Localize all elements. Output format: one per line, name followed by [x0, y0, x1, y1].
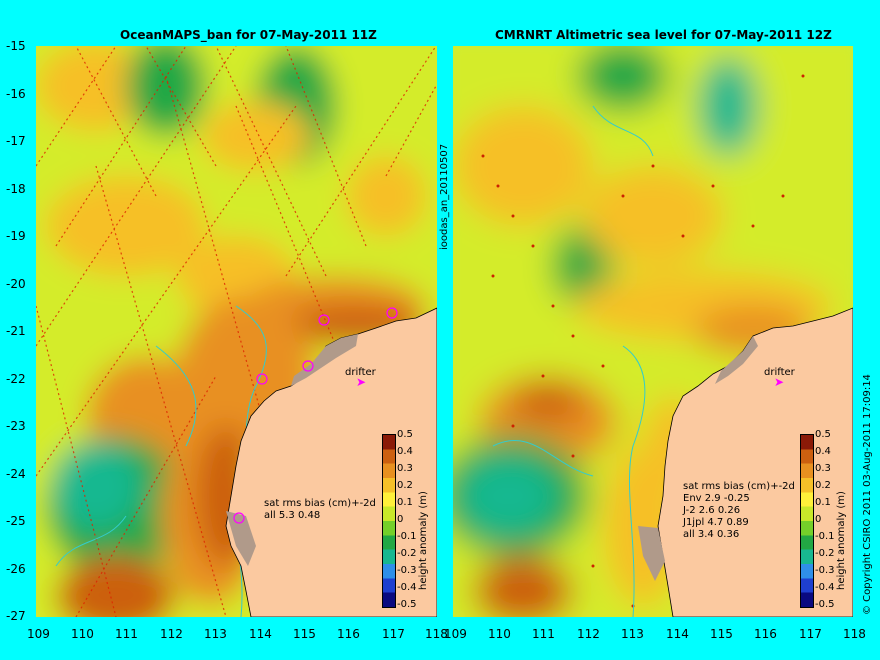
right-colorbar-tick: -0.3 — [815, 565, 835, 576]
right-drifter-arrow: ➤ — [774, 375, 785, 389]
right-colorbar-tick: -0.2 — [815, 548, 835, 559]
lat-tick: -25 — [6, 514, 26, 528]
left-drifter-label: drifter — [345, 367, 376, 378]
lat-tick: -20 — [6, 277, 26, 291]
right-lon-tick: 118 — [843, 627, 866, 641]
right-lon-tick: 110 — [488, 627, 511, 641]
right-lon-tick: 111 — [532, 627, 555, 641]
right-colorbar-tick: -0.1 — [815, 531, 835, 542]
right-stats-line: J1jpl 4.7 0.89 — [683, 517, 749, 528]
lat-tick: -21 — [6, 324, 26, 338]
left-map — [36, 46, 437, 617]
left-colorbar-tick: 0.4 — [397, 446, 413, 457]
right-colorbar-tick: 0.3 — [815, 463, 831, 474]
left-lon-tick: 110 — [71, 627, 94, 641]
lat-tick: -18 — [6, 182, 26, 196]
left-colorbar-tick: 0.5 — [397, 429, 413, 440]
lat-tick: -17 — [6, 134, 26, 148]
lat-tick: -27 — [6, 609, 26, 623]
lat-tick: -16 — [6, 87, 26, 101]
left-height-field — [36, 46, 437, 617]
right-observation-points — [481, 74, 805, 608]
left-colorbar-tick: 0.3 — [397, 463, 413, 474]
analysis-id-label: ioodas_an_20110507 — [439, 143, 450, 250]
right-lon-tick: 112 — [577, 627, 600, 641]
right-colorbar-tick: 0 — [815, 514, 822, 525]
right-map-title: CMRNRT Altimetric sea level for 07-May-2… — [495, 28, 832, 42]
right-colorbar-tick: -0.5 — [815, 599, 835, 610]
left-colorbar — [382, 434, 396, 608]
left-lon-tick: 113 — [204, 627, 227, 641]
right-lon-tick: 116 — [754, 627, 777, 641]
lat-tick: -19 — [6, 229, 26, 243]
right-stats-line: all 3.4 0.36 — [683, 529, 740, 540]
right-lon-tick: 113 — [621, 627, 644, 641]
right-lon-tick: 114 — [666, 627, 689, 641]
left-lon-tick: 112 — [160, 627, 183, 641]
left-drifter-circles — [233, 307, 398, 524]
left-shelf — [291, 334, 358, 386]
left-lon-tick: 116 — [337, 627, 360, 641]
right-stats-line: J-2 2.6 0.26 — [683, 505, 741, 516]
left-colorbar-tick: -0.1 — [397, 531, 417, 542]
right-colorbar-tick: 0.2 — [815, 480, 831, 491]
right-colorbar-tick: 0.1 — [815, 497, 831, 508]
left-lon-tick: 111 — [115, 627, 138, 641]
right-colorbar — [800, 434, 814, 608]
left-lon-tick: 114 — [249, 627, 272, 641]
left-satellite-tracks — [36, 46, 437, 617]
right-colorbar-tick: 0.5 — [815, 429, 831, 440]
right-shelf — [715, 336, 758, 384]
lat-tick: -22 — [6, 372, 26, 386]
left-colorbar-tick: -0.5 — [397, 599, 417, 610]
left-lon-tick: 118 — [425, 627, 448, 641]
left-colorbar-tick: -0.2 — [397, 548, 417, 559]
right-stats: sat rms bias (cm)+-2d Env 2.9 -0.25 J-2 … — [683, 481, 795, 541]
right-lon-tick: 109 — [444, 627, 467, 641]
left-map-title: OceanMAPS_ban for 07-May-2011 11Z — [120, 28, 377, 42]
right-colorbar-tick: 0.4 — [815, 446, 831, 457]
left-colorbar-tick: 0 — [397, 514, 404, 525]
right-stats-line: Env 2.9 -0.25 — [683, 493, 750, 504]
left-colorbar-tick: 0.2 — [397, 480, 413, 491]
lat-tick: -24 — [6, 467, 26, 481]
left-cape-shelf — [226, 511, 256, 566]
lat-tick: -15 — [6, 39, 26, 53]
right-lon-tick: 115 — [710, 627, 733, 641]
right-stats-line: sat rms bias (cm)+-2d — [683, 481, 795, 492]
left-stats-line: all 5.3 0.48 — [264, 510, 321, 521]
left-colorbar-tick: -0.4 — [397, 582, 417, 593]
lat-tick: -23 — [6, 419, 26, 433]
lat-tick: -26 — [6, 562, 26, 576]
left-stats: sat rms bias (cm)+-2d all 5.3 0.48 — [264, 498, 376, 522]
left-colorbar-tick: -0.3 — [397, 565, 417, 576]
left-lon-tick: 109 — [27, 627, 50, 641]
right-colorbar-label: height anomaly (m) — [836, 491, 847, 590]
left-colorbar-tick: 0.1 — [397, 497, 413, 508]
left-stats-line: sat rms bias (cm)+-2d — [264, 498, 376, 509]
copyright-label: © Copyright CSIRO 2011 03-Aug-2011 17:09… — [862, 374, 873, 615]
left-lon-tick: 115 — [293, 627, 316, 641]
right-drifter-label: drifter — [764, 367, 795, 378]
left-drifter-arrow: ➤ — [356, 375, 367, 389]
left-lon-tick: 117 — [382, 627, 405, 641]
left-colorbar-label: height anomaly (m) — [418, 491, 429, 590]
right-lon-tick: 117 — [799, 627, 822, 641]
right-height-field — [453, 46, 853, 617]
right-contours — [492, 105, 654, 617]
right-cape-shelf — [638, 526, 665, 581]
right-colorbar-tick: -0.4 — [815, 582, 835, 593]
